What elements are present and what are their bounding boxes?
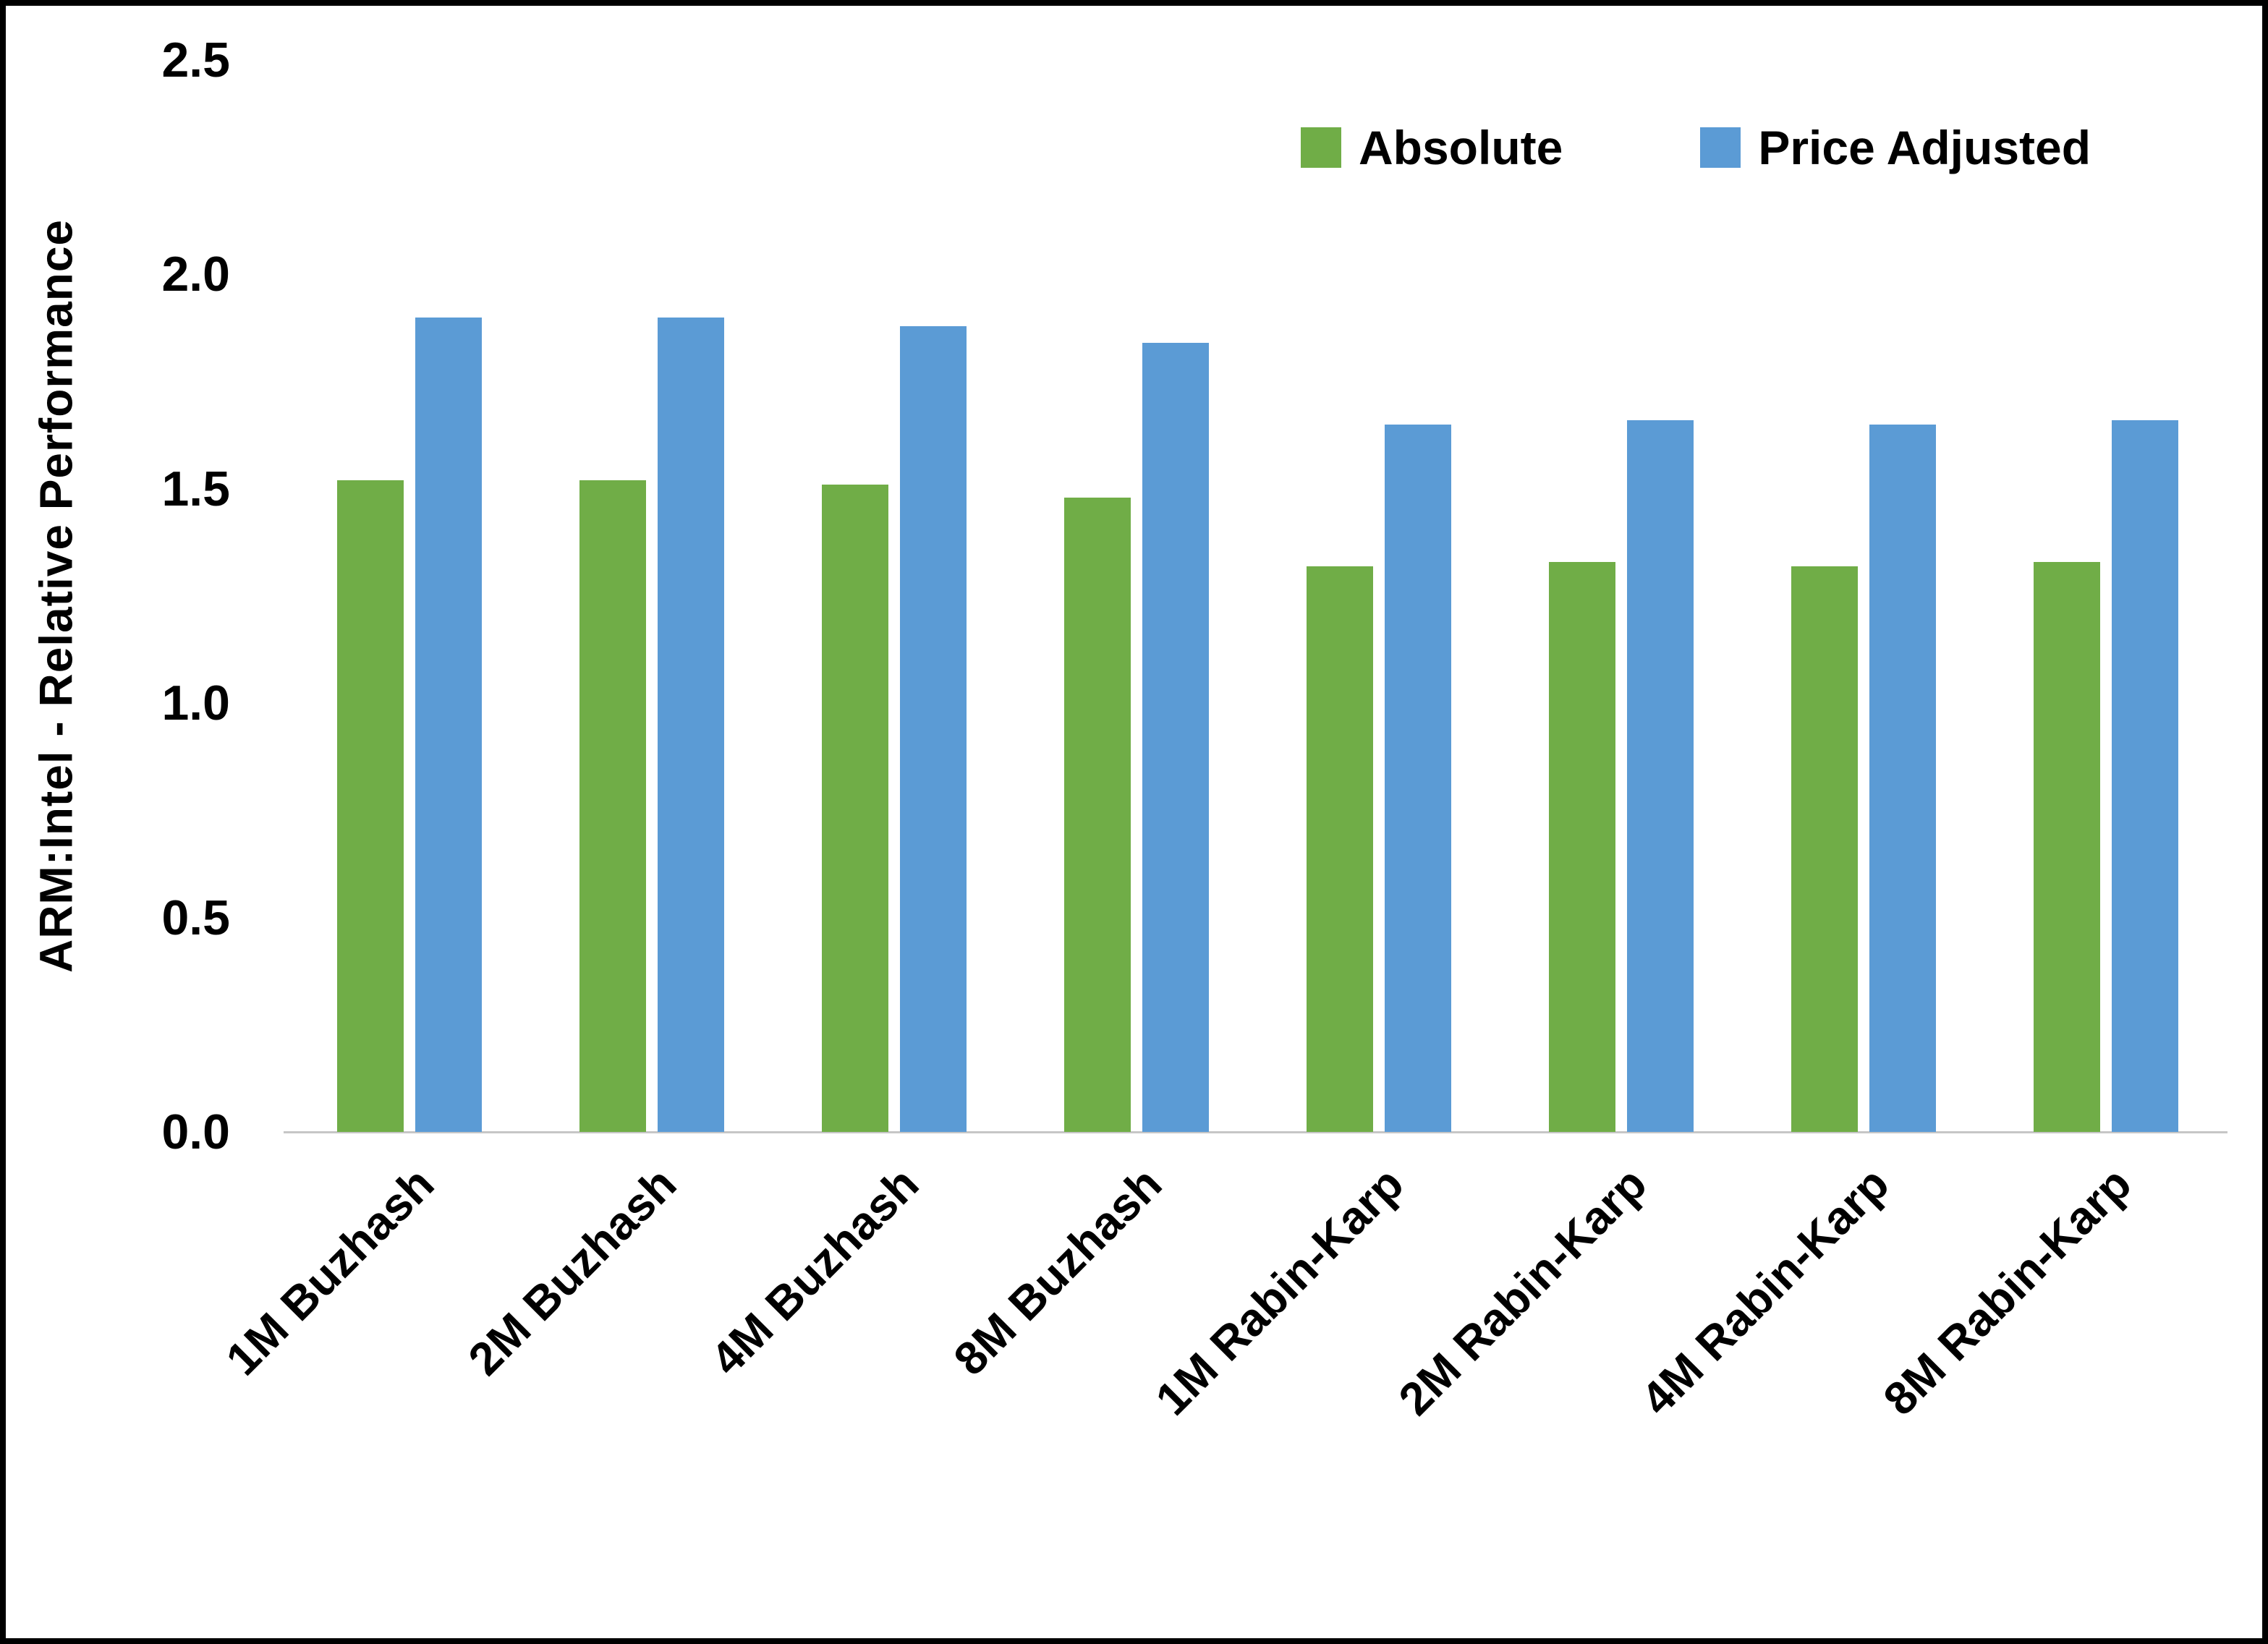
legend-item-price-adjusted: Price Adjusted bbox=[1700, 124, 2091, 171]
bar-group bbox=[1015, 60, 1257, 1132]
bar-absolute bbox=[821, 484, 888, 1132]
x-axis-category-label: 4M Buzhash bbox=[700, 1157, 929, 1386]
y-tick-label: 2.0 bbox=[161, 247, 230, 302]
y-tick-label: 1.0 bbox=[161, 676, 230, 731]
bar-price-adjusted bbox=[415, 317, 482, 1132]
y-axis-ticks: 0.0 0.5 1.0 1.5 2.0 2.5 bbox=[6, 35, 255, 1157]
bar-group bbox=[1985, 60, 2227, 1132]
legend-label: Price Adjusted bbox=[1758, 121, 2091, 174]
legend-label: Absolute bbox=[1359, 121, 1563, 174]
bar-price-adjusted bbox=[1627, 419, 1694, 1132]
x-axis-category-label: 1M Rabin-Karp bbox=[1145, 1157, 1414, 1426]
y-tick-label: 2.5 bbox=[161, 33, 230, 88]
bar-price-adjusted bbox=[657, 317, 724, 1132]
y-tick-label: 0.0 bbox=[161, 1104, 230, 1159]
legend-swatch-icon bbox=[1700, 127, 1741, 168]
legend: Absolute Price Adjusted bbox=[1301, 124, 2091, 171]
bar-price-adjusted bbox=[2112, 419, 2179, 1132]
plot-area: Absolute Price Adjusted 1M Buzhash 2M Buzh… bbox=[216, 60, 2227, 1425]
x-axis-category-label: 4M Rabin-Karp bbox=[1631, 1157, 1899, 1426]
x-axis-category-label: 8M Buzhash bbox=[943, 1157, 1172, 1386]
bar-group bbox=[773, 60, 1015, 1132]
y-tick-label: 1.5 bbox=[161, 461, 230, 516]
bar-absolute bbox=[1791, 566, 1859, 1132]
bar-group bbox=[530, 60, 773, 1132]
bar-absolute bbox=[1549, 561, 1616, 1132]
legend-item-absolute: Absolute bbox=[1301, 124, 1563, 171]
bar-absolute bbox=[336, 480, 404, 1132]
bar-group bbox=[1500, 60, 1743, 1132]
bar-price-adjusted bbox=[899, 325, 967, 1132]
x-axis-category-label: 2M Buzhash bbox=[458, 1157, 687, 1386]
y-tick-label: 0.5 bbox=[161, 890, 230, 945]
x-axis-line bbox=[284, 1131, 2227, 1133]
bar-price-adjusted bbox=[1142, 343, 1209, 1132]
bar-absolute bbox=[1307, 566, 1374, 1132]
legend-swatch-icon bbox=[1301, 127, 1341, 168]
bar-group bbox=[1258, 60, 1500, 1132]
x-axis-labels: 1M Buzhash 2M Buzhash 4M Buzhash 8M Buzhash… bbox=[216, 1132, 2227, 1638]
bar-absolute bbox=[1063, 497, 1131, 1132]
bar-absolute bbox=[579, 480, 646, 1132]
bar-group bbox=[1743, 60, 1985, 1132]
bar-price-adjusted bbox=[1869, 424, 1937, 1132]
bar-absolute bbox=[2034, 561, 2101, 1132]
x-axis-category-label: 1M Buzhash bbox=[216, 1157, 444, 1386]
bars-container bbox=[288, 60, 2227, 1132]
x-axis-category-label: 2M Rabin-Karp bbox=[1388, 1157, 1657, 1426]
x-axis-category-label: 8M Rabin-Karp bbox=[1873, 1157, 2141, 1426]
bar-price-adjusted bbox=[1385, 424, 1452, 1132]
bar-group bbox=[288, 60, 530, 1132]
